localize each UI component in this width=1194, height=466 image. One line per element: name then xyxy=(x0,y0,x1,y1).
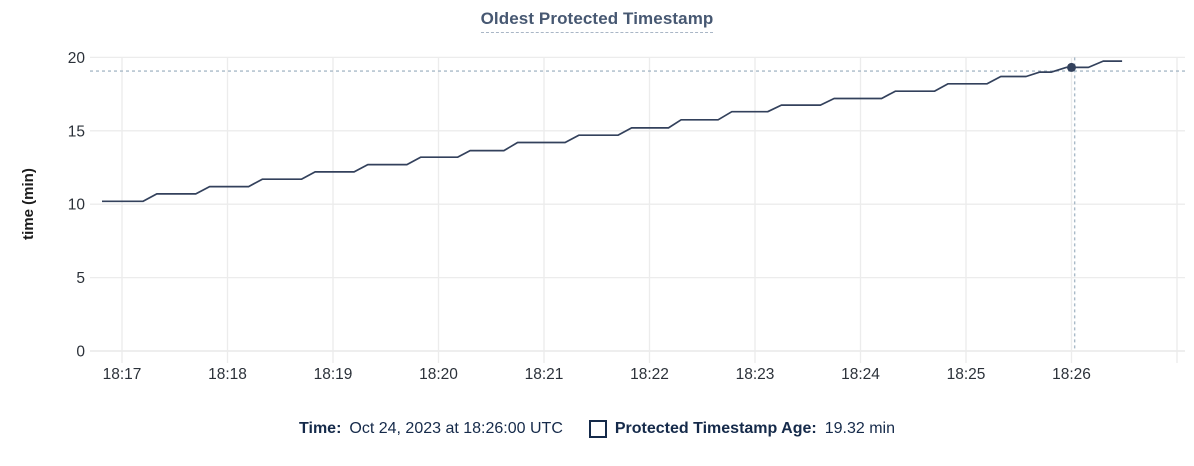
x-tick-label: 18:21 xyxy=(525,366,564,383)
chart-title[interactable]: Oldest Protected Timestamp xyxy=(480,9,714,33)
x-tick-label: 18:23 xyxy=(736,366,775,383)
y-tick-label: 15 xyxy=(68,123,85,140)
legend-series-value: 19.32 min xyxy=(824,420,895,437)
legend-time-value: Oct 24, 2023 at 18:26:00 UTC xyxy=(349,420,563,437)
series-line xyxy=(102,60,1123,203)
chart-hover-legend: Time: Oct 24, 2023 at 18:26:00 UTC Prote… xyxy=(0,420,1194,438)
legend-time-group: Time: Oct 24, 2023 at 18:26:00 UTC xyxy=(299,420,563,438)
y-tick-label: 0 xyxy=(76,344,85,361)
x-tick-label: 18:22 xyxy=(630,366,669,383)
x-tick-label: 18:18 xyxy=(208,366,247,383)
y-axis-title: time (min) xyxy=(20,168,37,240)
x-tick-label: 18:17 xyxy=(103,366,142,383)
y-tick-label: 20 xyxy=(68,50,86,67)
series-swatch-icon xyxy=(588,420,607,438)
legend-series-label: Protected Timestamp Age: xyxy=(614,420,817,437)
hover-data-point xyxy=(1067,62,1076,72)
legend-time-label: Time: xyxy=(299,420,342,437)
y-tick-label: 5 xyxy=(76,270,85,287)
x-tick-label: 18:24 xyxy=(841,366,880,383)
y-tick-label: 10 xyxy=(68,197,86,214)
x-tick-label: 18:20 xyxy=(419,366,458,383)
legend-series-group: Protected Timestamp Age: 19.32 min xyxy=(588,420,895,438)
x-tick-label: 18:25 xyxy=(947,366,986,383)
x-tick-label: 18:19 xyxy=(314,366,353,383)
x-tick-label: 18:26 xyxy=(1052,366,1091,383)
chart-title-row: Oldest Protected Timestamp xyxy=(0,9,1194,33)
timeseries-chart[interactable]: 0 5 10 15 20 18:17 18:18 18:19 18:20 18:21 18:22 18… xyxy=(0,0,1194,400)
